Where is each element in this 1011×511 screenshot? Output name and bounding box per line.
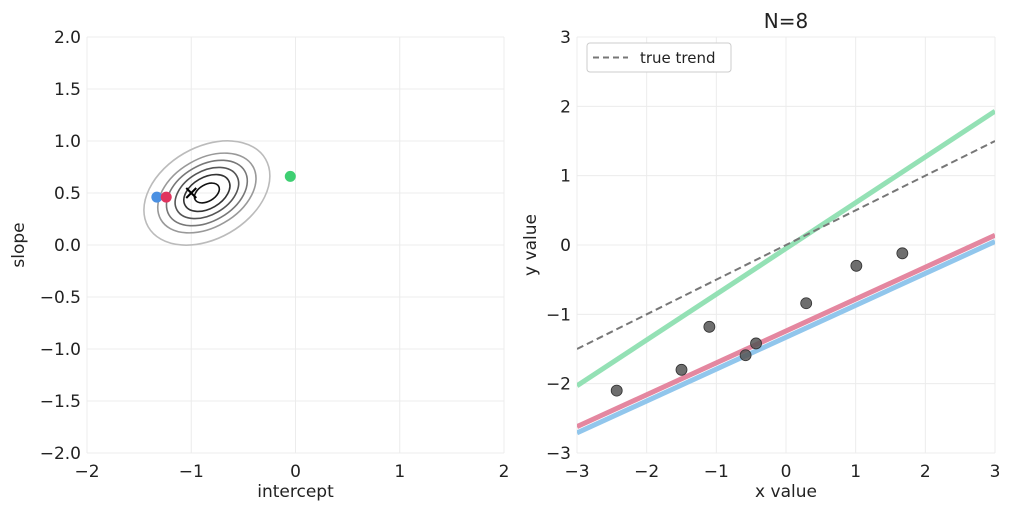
estimate-marker	[185, 187, 197, 199]
x-tick-label: 1	[850, 462, 861, 482]
likelihood-contours	[143, 140, 271, 246]
y-tick-label: −2.0	[40, 444, 81, 464]
data-point	[610, 384, 623, 397]
data-point	[739, 349, 752, 362]
contour-level	[156, 152, 257, 234]
sample-regression-line	[577, 239, 995, 436]
right-x-axis-label: x value	[755, 482, 817, 502]
sample-point	[151, 191, 163, 203]
x-tick-label: 0	[781, 462, 792, 482]
x-tick-label: −2	[634, 462, 659, 482]
y-tick-label: −1	[546, 305, 571, 325]
sample-regression-line	[577, 109, 995, 388]
x-tick-label: −1	[179, 462, 204, 482]
y-tick-label: 0	[560, 236, 571, 256]
right-x-tick-labels: −3 −2 −1 0 1 2 3	[564, 462, 1000, 482]
data-point	[703, 320, 716, 333]
right-chart-title: N=8	[764, 9, 808, 33]
y-tick-label: −0.5	[40, 288, 81, 308]
x-tick-label: 2	[920, 462, 931, 482]
data-point	[850, 259, 863, 272]
x-tick-label: 3	[990, 462, 1001, 482]
left-grid	[86, 36, 505, 454]
estimate-cross-b	[185, 187, 197, 199]
data-point	[800, 297, 813, 310]
y-tick-label: −1.5	[40, 392, 81, 412]
left-x-tick-labels: −2 −1 0 1 2	[74, 462, 509, 482]
legend-entry-true-trend: true trend	[640, 49, 716, 67]
contour-level	[174, 166, 240, 220]
y-tick-label: 1.5	[54, 80, 81, 100]
left-y-axis-label: slope	[9, 222, 29, 267]
right-y-tick-labels: −3 −2 −1 0 1 2 3	[546, 28, 571, 464]
y-tick-label: 0.5	[54, 184, 81, 204]
x-tick-label: 1	[394, 462, 405, 482]
contour-level	[165, 159, 249, 227]
x-tick-label: −3	[564, 462, 589, 482]
y-tick-label: 2	[560, 97, 571, 117]
y-tick-label: −2	[546, 375, 571, 395]
left-panel: −2 −1 0 1 2 −2.0−1.5−1.0−0.50.00.51.01.52.0 …	[9, 28, 509, 502]
sample-point	[284, 170, 296, 182]
y-tick-label: −1.0	[40, 340, 81, 360]
regression-lines	[577, 109, 995, 436]
left-x-axis-label: intercept	[257, 482, 334, 502]
contour-level	[183, 173, 231, 213]
data-point	[896, 247, 909, 260]
sample-regression-line	[577, 233, 995, 429]
y-tick-label: 1.0	[54, 132, 81, 152]
data-point	[675, 363, 688, 376]
right-panel: −3 −2 −1 0 1 2 3 −3 −2 −1 0 1 2 3 N=8 x value y valu…	[521, 9, 1000, 502]
x-tick-label: −1	[704, 462, 729, 482]
legend-box	[586, 42, 732, 73]
x-tick-label: 2	[499, 462, 510, 482]
y-tick-label: 1	[560, 167, 571, 187]
contour-level	[143, 140, 271, 246]
data-points	[610, 247, 909, 397]
contour-level	[193, 182, 221, 204]
y-tick-label: 3	[560, 28, 571, 48]
sample-point	[160, 191, 172, 203]
legend: true trend	[586, 42, 732, 73]
y-tick-label: −3	[546, 444, 571, 464]
y-tick-label: 0.0	[54, 236, 81, 256]
y-tick-label: 2.0	[54, 28, 81, 48]
data-point	[750, 337, 762, 350]
parameter-samples	[151, 170, 296, 203]
left-y-tick-labels: −2.0 −1.5 −1.0 −0.5 0.0 0.5 1.0 1.5 2.0	[40, 28, 81, 464]
x-tick-label: −2	[74, 462, 99, 482]
x-tick-label: 0	[290, 462, 301, 482]
true-trend-line	[577, 140, 995, 350]
right-y-axis-label: y value	[521, 214, 541, 276]
